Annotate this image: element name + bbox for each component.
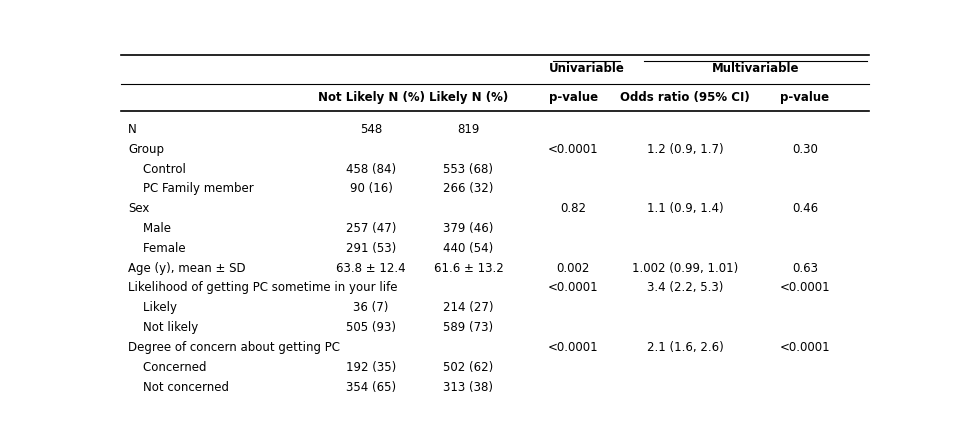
Text: Likely: Likely	[128, 301, 178, 314]
Text: Concerned: Concerned	[128, 361, 207, 374]
Text: 0.63: 0.63	[792, 262, 818, 275]
Text: 257 (47): 257 (47)	[346, 222, 397, 235]
Text: Group: Group	[128, 143, 164, 156]
Text: Not Likely N (%): Not Likely N (%)	[317, 91, 425, 104]
Text: 1.2 (0.9, 1.7): 1.2 (0.9, 1.7)	[647, 143, 724, 156]
Text: <0.0001: <0.0001	[548, 341, 598, 354]
Text: <0.0001: <0.0001	[548, 281, 598, 294]
Text: 379 (46): 379 (46)	[443, 222, 493, 235]
Text: Univariable: Univariable	[549, 62, 624, 75]
Text: 36 (7): 36 (7)	[353, 301, 389, 314]
Text: 1.1 (0.9, 1.4): 1.1 (0.9, 1.4)	[647, 202, 724, 215]
Text: <0.0001: <0.0001	[780, 281, 830, 294]
Text: 3.4 (2.2, 5.3): 3.4 (2.2, 5.3)	[648, 281, 724, 294]
Text: p-value: p-value	[781, 91, 830, 104]
Text: Male: Male	[128, 222, 171, 235]
Text: Multivariable: Multivariable	[712, 62, 799, 75]
Text: 502 (62): 502 (62)	[443, 361, 493, 374]
Text: N: N	[128, 123, 137, 136]
Text: 0.002: 0.002	[557, 262, 590, 275]
Text: 458 (84): 458 (84)	[346, 162, 397, 176]
Text: 548: 548	[360, 123, 382, 136]
Text: 214 (27): 214 (27)	[443, 301, 494, 314]
Text: 90 (16): 90 (16)	[349, 182, 393, 195]
Text: 192 (35): 192 (35)	[346, 361, 397, 374]
Text: <0.0001: <0.0001	[548, 143, 598, 156]
Text: Likely N (%): Likely N (%)	[428, 91, 508, 104]
Text: 440 (54): 440 (54)	[443, 242, 493, 255]
Text: 819: 819	[457, 123, 480, 136]
Text: 63.8 ± 12.4: 63.8 ± 12.4	[337, 262, 406, 275]
Text: 313 (38): 313 (38)	[443, 380, 493, 393]
Text: 589 (73): 589 (73)	[443, 321, 493, 334]
Text: Likelihood of getting PC sometime in your life: Likelihood of getting PC sometime in you…	[128, 281, 398, 294]
Text: 505 (93): 505 (93)	[346, 321, 397, 334]
Text: Age (y), mean ± SD: Age (y), mean ± SD	[128, 262, 246, 275]
Text: Odds ratio (95% CI): Odds ratio (95% CI)	[620, 91, 750, 104]
Text: 291 (53): 291 (53)	[346, 242, 397, 255]
Text: Not likely: Not likely	[128, 321, 199, 334]
Text: PC Family member: PC Family member	[128, 182, 254, 195]
Text: Not concerned: Not concerned	[128, 380, 229, 393]
Text: Sex: Sex	[128, 202, 150, 215]
Text: 61.6 ± 13.2: 61.6 ± 13.2	[433, 262, 504, 275]
Text: p-value: p-value	[548, 91, 597, 104]
Text: 1.002 (0.99, 1.01): 1.002 (0.99, 1.01)	[632, 262, 738, 275]
Text: Degree of concern about getting PC: Degree of concern about getting PC	[128, 341, 340, 354]
Text: <0.0001: <0.0001	[780, 341, 830, 354]
Text: 0.30: 0.30	[792, 143, 818, 156]
Text: 553 (68): 553 (68)	[443, 162, 493, 176]
Text: Female: Female	[128, 242, 185, 255]
Text: 0.46: 0.46	[792, 202, 818, 215]
Text: 266 (32): 266 (32)	[443, 182, 493, 195]
Text: Control: Control	[128, 162, 186, 176]
Text: 0.82: 0.82	[560, 202, 586, 215]
Text: 354 (65): 354 (65)	[346, 380, 397, 393]
Text: 2.1 (1.6, 2.6): 2.1 (1.6, 2.6)	[647, 341, 724, 354]
